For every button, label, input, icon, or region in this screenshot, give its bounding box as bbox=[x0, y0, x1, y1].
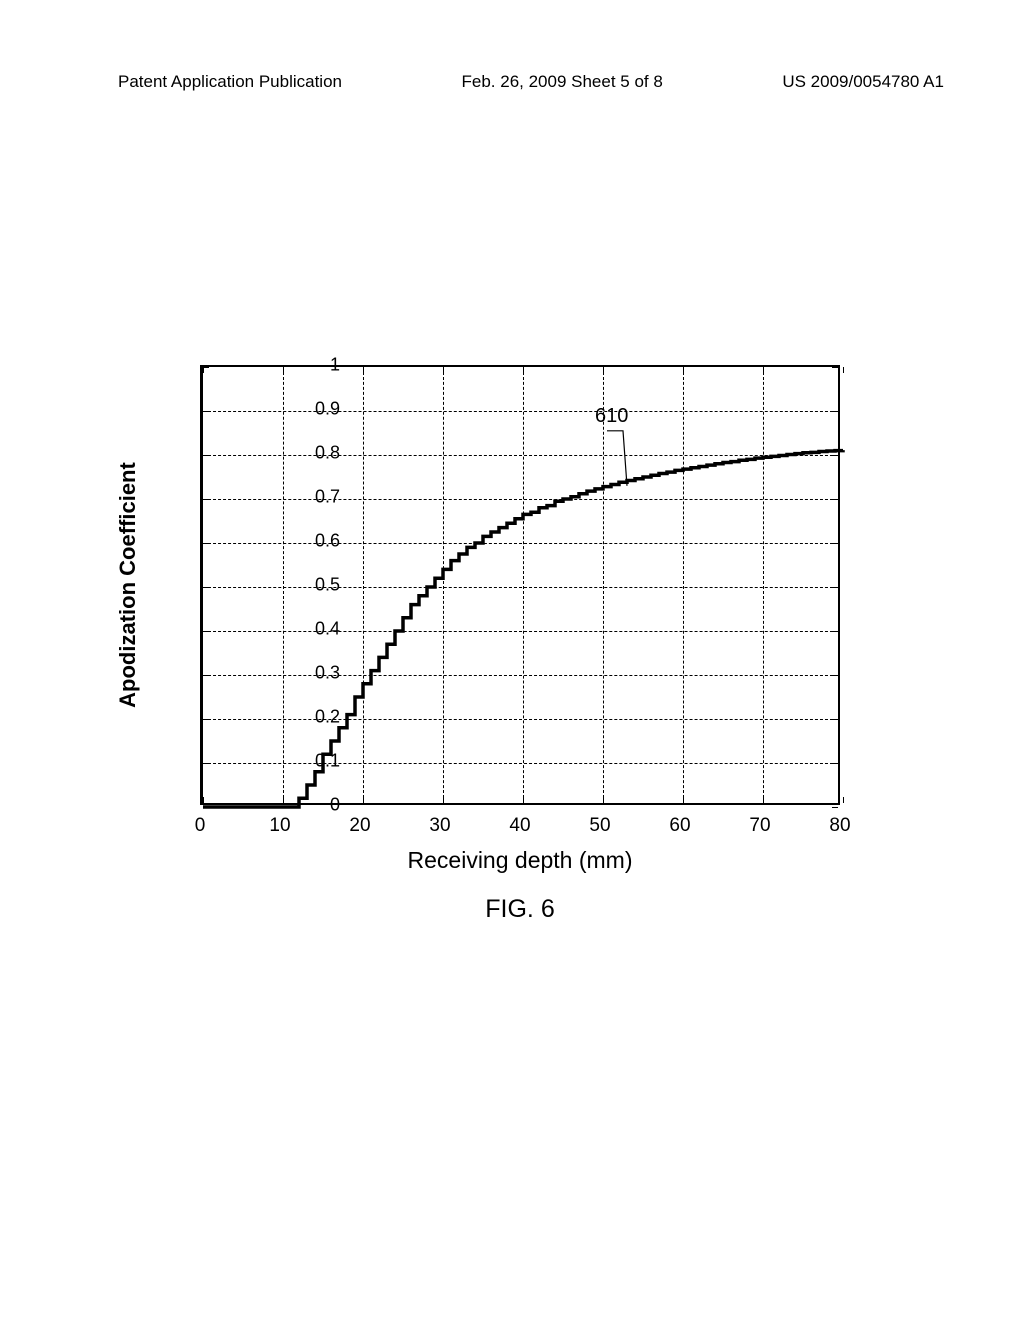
y-tick-label: 0.9 bbox=[290, 399, 340, 420]
xtick-mark bbox=[603, 367, 604, 373]
x-tick-label: 30 bbox=[420, 815, 460, 837]
x-tick-label: 40 bbox=[500, 815, 540, 837]
xtick-mark bbox=[683, 367, 684, 373]
ytick-mark bbox=[203, 631, 209, 632]
grid-vertical bbox=[443, 367, 444, 803]
xtick-mark bbox=[443, 797, 444, 803]
x-tick-label: 20 bbox=[340, 815, 380, 837]
header-right: US 2009/0054780 A1 bbox=[782, 72, 944, 92]
x-axis-label: Receiving depth (mm) bbox=[200, 847, 840, 874]
ytick-mark bbox=[832, 543, 838, 544]
x-tick-label: 50 bbox=[580, 815, 620, 837]
x-tick-label: 0 bbox=[180, 815, 220, 837]
xtick-mark bbox=[603, 797, 604, 803]
ytick-mark bbox=[832, 455, 838, 456]
header-center: Feb. 26, 2009 Sheet 5 of 8 bbox=[462, 72, 663, 92]
y-tick-label: 0.1 bbox=[290, 751, 340, 772]
chart-container: Apodization Coefficient 610 Receiving de… bbox=[120, 355, 910, 945]
y-tick-label: 0.8 bbox=[290, 443, 340, 464]
xtick-mark bbox=[363, 797, 364, 803]
y-tick-label: 0.5 bbox=[290, 575, 340, 596]
ytick-mark bbox=[832, 807, 838, 808]
ytick-mark bbox=[203, 499, 209, 500]
ytick-mark bbox=[832, 367, 838, 368]
xtick-mark bbox=[683, 797, 684, 803]
xtick-mark bbox=[443, 367, 444, 373]
annotation-leader bbox=[607, 431, 627, 486]
y-tick-label: 0.2 bbox=[290, 707, 340, 728]
ytick-mark bbox=[203, 675, 209, 676]
grid-vertical bbox=[283, 367, 284, 803]
ytick-mark bbox=[203, 411, 209, 412]
xtick-mark bbox=[283, 367, 284, 373]
xtick-mark bbox=[523, 367, 524, 373]
y-tick-label: 0.7 bbox=[290, 487, 340, 508]
y-tick-label: 0.6 bbox=[290, 531, 340, 552]
ytick-mark bbox=[203, 763, 209, 764]
ytick-mark bbox=[203, 455, 209, 456]
ytick-mark bbox=[203, 719, 209, 720]
xtick-mark bbox=[203, 797, 204, 803]
xtick-mark bbox=[843, 797, 844, 803]
ytick-mark bbox=[832, 499, 838, 500]
xtick-mark bbox=[203, 367, 204, 373]
y-tick-label: 0 bbox=[290, 795, 340, 816]
x-tick-label: 80 bbox=[820, 815, 860, 837]
ytick-mark bbox=[832, 631, 838, 632]
xtick-mark bbox=[763, 797, 764, 803]
grid-vertical bbox=[363, 367, 364, 803]
page-header: Patent Application Publication Feb. 26, … bbox=[0, 72, 1024, 92]
grid-vertical bbox=[523, 367, 524, 803]
xtick-mark bbox=[763, 367, 764, 373]
y-tick-label: 0.4 bbox=[290, 619, 340, 640]
x-tick-label: 70 bbox=[740, 815, 780, 837]
ytick-mark bbox=[832, 675, 838, 676]
ytick-mark bbox=[832, 763, 838, 764]
ytick-mark bbox=[832, 587, 838, 588]
x-tick-label: 10 bbox=[260, 815, 300, 837]
y-axis-label: Apodization Coefficient bbox=[115, 462, 141, 708]
ytick-mark bbox=[203, 587, 209, 588]
ytick-mark bbox=[203, 543, 209, 544]
ytick-mark bbox=[832, 411, 838, 412]
header-left: Patent Application Publication bbox=[118, 72, 342, 92]
xtick-mark bbox=[283, 797, 284, 803]
grid-vertical bbox=[603, 367, 604, 803]
y-tick-label: 1 bbox=[290, 355, 340, 376]
xtick-mark bbox=[363, 367, 364, 373]
ytick-mark bbox=[203, 807, 209, 808]
xtick-mark bbox=[523, 797, 524, 803]
x-tick-label: 60 bbox=[660, 815, 700, 837]
grid-vertical bbox=[763, 367, 764, 803]
ytick-mark bbox=[832, 719, 838, 720]
grid-vertical bbox=[683, 367, 684, 803]
y-tick-label: 0.3 bbox=[290, 663, 340, 684]
figure-label: FIG. 6 bbox=[200, 895, 840, 924]
annotation-label: 610 bbox=[595, 405, 628, 428]
xtick-mark bbox=[843, 367, 844, 373]
